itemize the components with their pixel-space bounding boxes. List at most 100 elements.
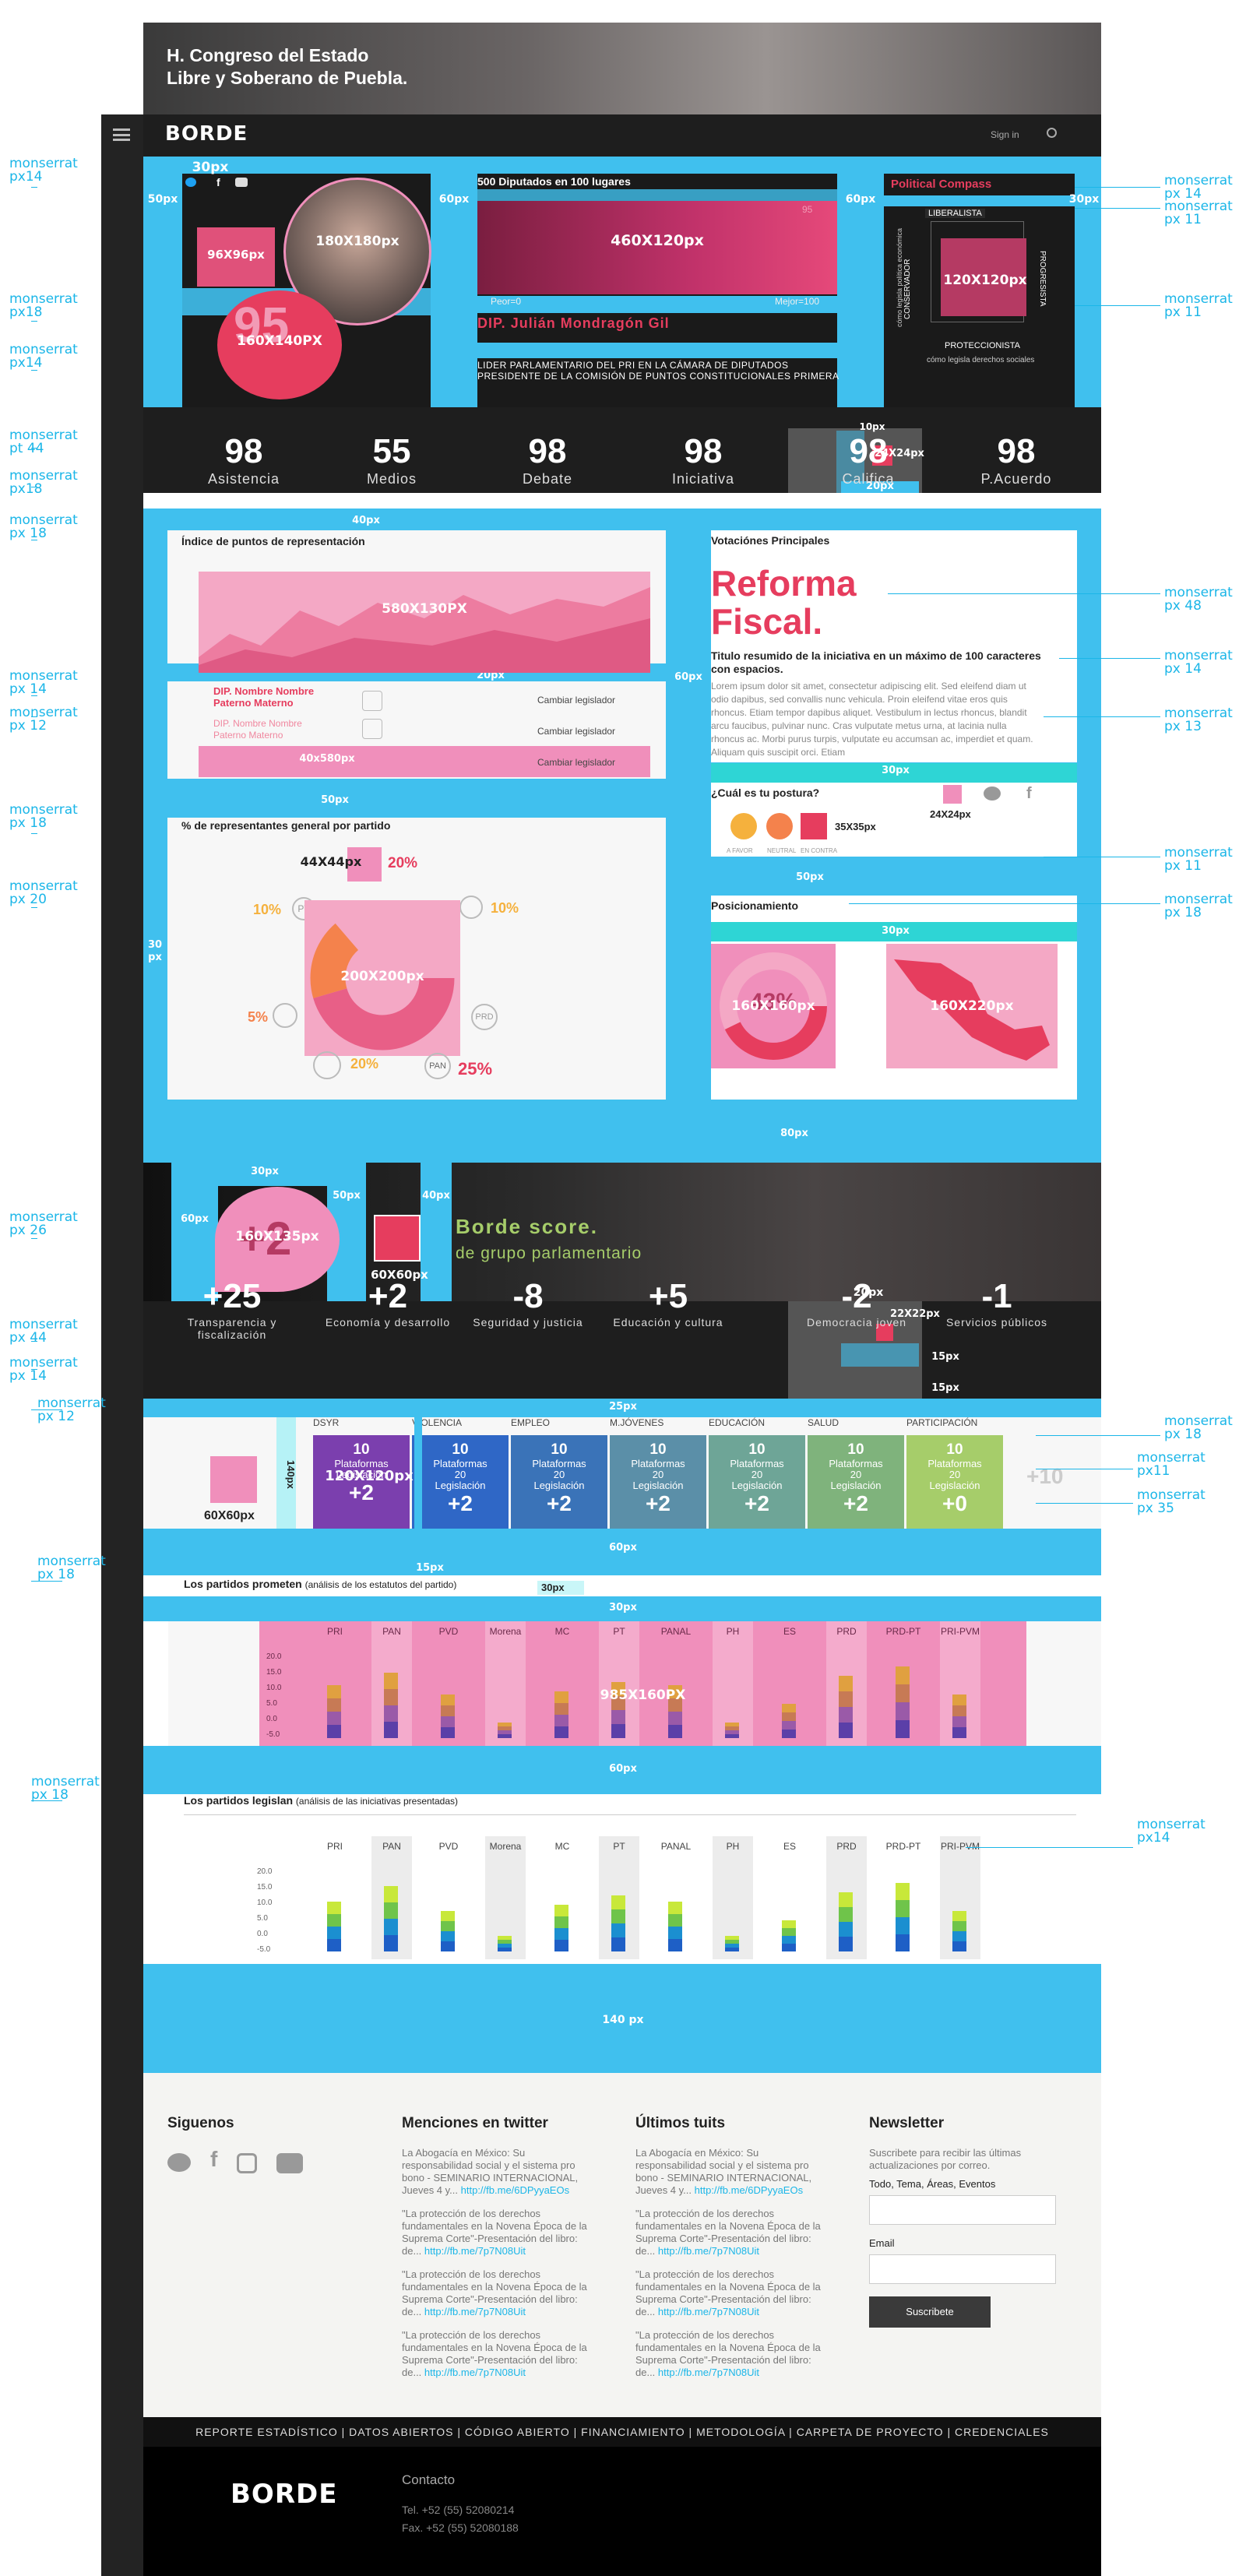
score-label: Democracia joven — [806, 1316, 907, 1328]
annotation: monserrat pt 44 — [9, 429, 78, 456]
bar-segment — [725, 1936, 739, 1940]
party-name: PAN — [382, 1626, 401, 1637]
score-subtitle: de grupo parlamentario — [456, 1244, 642, 1262]
stat-label: Asistencia — [207, 471, 280, 487]
tweet-link[interactable]: http://fb.me/6DPyyaEOs — [694, 2184, 804, 2196]
youtube-icon[interactable] — [276, 2153, 304, 2173]
email-input[interactable] — [869, 2254, 1056, 2284]
facebook-icon[interactable]: f — [1026, 785, 1032, 802]
annotation-line — [31, 321, 37, 322]
annotation-line — [31, 1341, 37, 1342]
annotation: monserrat px18 — [9, 470, 78, 496]
party-logo — [210, 1456, 257, 1503]
legislator-2-name[interactable]: DIP. Nombre Nombre Paterno Materno — [213, 718, 302, 741]
spacer — [143, 1596, 1101, 1621]
dim-label: 985X160PX — [600, 1687, 686, 1703]
change-legislator-link[interactable]: Cambiar legislador — [537, 695, 616, 706]
annotation-font: monserrat — [9, 468, 78, 484]
neutral-label: NEUTRAL — [767, 847, 797, 854]
party-name: ES — [783, 1626, 796, 1637]
instagram-icon[interactable] — [237, 2153, 258, 2173]
tweet-link[interactable]: http://fb.me/7p7N08Uit — [424, 2306, 526, 2317]
contra-button[interactable] — [801, 813, 827, 839]
annotation-line — [31, 716, 37, 717]
change-legislator-link[interactable]: Cambiar legislador — [537, 757, 616, 768]
footer-logo[interactable]: BORDE — [231, 2479, 338, 2510]
menu-icon[interactable] — [113, 128, 130, 141]
dim-label: 60px — [674, 671, 702, 683]
logo[interactable]: BORDE — [165, 122, 248, 146]
annotation: monserrat px 48 — [1164, 586, 1233, 613]
annotation-font: monserrat — [1164, 199, 1233, 214]
bar-segment — [725, 1726, 739, 1730]
youtube-icon[interactable] — [235, 178, 248, 187]
party-column[interactable]: 10 Plataformas 20 Legislación +2 — [610, 1435, 706, 1534]
annotation: monserrat px18 — [9, 293, 78, 319]
legislator-1-name[interactable]: DIP. Nombre Nombre Paterno Materno — [213, 685, 315, 709]
annotation-font: monserrat — [1164, 706, 1233, 721]
annotation: monserrat px 11 — [1164, 200, 1233, 227]
share-icon[interactable] — [943, 785, 962, 804]
change-legislator-link[interactable]: Cambiar legislador — [537, 726, 616, 737]
facebook-icon[interactable]: f — [216, 176, 220, 188]
mexico-map — [886, 944, 1058, 1068]
contra-label: EN CONTRA — [801, 847, 838, 854]
dim-label: 30px — [192, 160, 229, 175]
twitter-icon[interactable] — [167, 2153, 191, 2172]
twitter-icon[interactable] — [984, 787, 1001, 801]
spacer — [837, 157, 884, 407]
party-icon — [273, 1003, 297, 1028]
annotation-line — [1075, 187, 1160, 188]
score-value: -8 — [512, 1277, 544, 1315]
party-column[interactable]: 10 Plataformas 20 Legislación +2 — [709, 1435, 805, 1534]
annotation-line — [849, 903, 1160, 904]
annotation-font: monserrat — [9, 668, 78, 684]
twitter-icon[interactable] — [185, 178, 196, 187]
bar-segment — [782, 1928, 796, 1936]
annotation: monserrat px 14 — [1164, 649, 1233, 676]
party-col-b2: 20 — [850, 1469, 862, 1480]
annotation: monserrat px 44 — [9, 1318, 78, 1345]
bar-segment — [839, 1707, 853, 1723]
signin-link[interactable]: Sign in — [991, 129, 1019, 140]
party-column[interactable]: 10 Plataformas 20 Legislación +2 — [808, 1435, 904, 1534]
spacer — [143, 1399, 1101, 1417]
tweet-link[interactable]: http://fb.me/7p7N08Uit — [657, 2367, 759, 2378]
annotation-font: monserrat — [9, 512, 78, 528]
topics-input[interactable] — [869, 2195, 1056, 2225]
facebook-icon[interactable]: f — [210, 2147, 218, 2171]
party-name: PRD-PT — [885, 1841, 921, 1852]
neutral-button[interactable] — [766, 813, 793, 839]
annotation-size: px 18 — [1164, 905, 1202, 920]
favor-button[interactable] — [730, 813, 757, 839]
bar-segment — [384, 1919, 398, 1935]
annotation-font: monserrat — [37, 1395, 106, 1411]
tweet-link[interactable]: http://fb.me/7p7N08Uit — [424, 2245, 526, 2257]
stats-row — [143, 407, 1101, 493]
party-column[interactable]: 10 Plataformas 20 Legislación +2 — [412, 1435, 509, 1534]
posicion-title: Posicionamiento — [711, 899, 799, 912]
annotation-font: monserrat — [9, 802, 78, 818]
party-column[interactable]: 10 Plataformas 20 Legislación +2 — [511, 1435, 607, 1534]
bar-segment — [554, 1905, 568, 1916]
party-col-c: +2 — [646, 1491, 671, 1515]
bar-segment — [896, 1934, 910, 1951]
tweet-link[interactable]: http://fb.me/6DPyyaEOs — [460, 2184, 570, 2196]
bar-segment — [327, 1712, 341, 1725]
headline: Reforma Fiscal. — [711, 563, 857, 642]
party-name: PRI — [326, 1841, 343, 1852]
party-column[interactable]: 10 Plataformas Legislación +2 — [313, 1435, 410, 1534]
score-label: Seguridad y justicia — [473, 1316, 583, 1328]
subscribe-button[interactable]: Suscribete — [869, 2296, 991, 2328]
footer-nav[interactable]: REPORTE ESTADÍSTICO | DATOS ABIERTOS | C… — [143, 2417, 1101, 2447]
tweet-link[interactable]: http://fb.me/7p7N08Uit — [657, 2245, 759, 2257]
tweet-link[interactable]: http://fb.me/7p7N08Uit — [424, 2367, 526, 2378]
annotation-line — [888, 593, 1160, 594]
search-icon[interactable] — [1047, 128, 1057, 138]
bar-segment — [611, 1909, 625, 1923]
tweet-link[interactable]: http://fb.me/7p7N08Uit — [657, 2306, 759, 2317]
party-col-label: M.JÓVENES — [610, 1417, 664, 1428]
bar-segment — [725, 1734, 739, 1738]
party-column[interactable]: 10 Plataformas 20 Legislación +0 — [906, 1435, 1003, 1534]
score-value: +25 — [202, 1277, 262, 1315]
